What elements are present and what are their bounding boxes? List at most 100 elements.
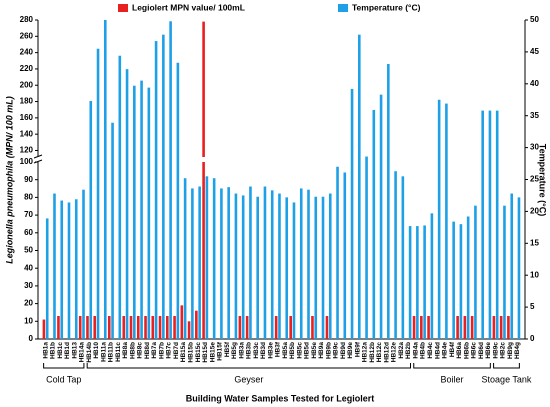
bar-part — [202, 162, 205, 339]
bar — [107, 315, 111, 339]
x-tick-label: HB14a — [79, 342, 86, 363]
x-tick-label: HB6e — [485, 342, 492, 359]
x-tick-label: HB1a — [42, 342, 49, 359]
y-tick-label: 200 — [20, 80, 34, 89]
bar — [495, 110, 499, 339]
bar — [412, 315, 416, 339]
bar — [481, 110, 484, 339]
y-tick-label: 80 — [24, 193, 33, 202]
x-tick-label: HB15a — [180, 342, 187, 363]
bar — [459, 224, 463, 339]
bar — [507, 315, 510, 339]
x-tick-label: HB7c — [166, 342, 173, 359]
x-tick-label: HB9g — [507, 342, 514, 359]
bar — [452, 221, 455, 339]
x-tick-label: HB11b — [108, 342, 115, 362]
x-tick-label: HB4b — [420, 342, 427, 359]
bar — [42, 319, 46, 339]
bar — [220, 188, 223, 339]
bar — [394, 171, 397, 339]
bar — [227, 187, 230, 339]
bar — [289, 315, 292, 339]
x-tick-label: HB11a — [100, 342, 107, 362]
x-tick-label: HB10 — [93, 342, 100, 359]
bar — [205, 176, 209, 339]
bar — [336, 166, 339, 339]
group-bracket — [86, 363, 412, 369]
bar — [162, 34, 165, 339]
bar — [198, 186, 201, 339]
bar — [78, 315, 82, 339]
x-tick-label: HB12b — [369, 342, 376, 363]
bar — [408, 226, 412, 339]
x-tick-label: HB9f — [354, 341, 361, 357]
bar — [510, 193, 514, 339]
bar — [133, 85, 136, 340]
y-tick-label: 120 — [20, 146, 34, 155]
bar — [466, 216, 470, 339]
bar — [129, 315, 133, 339]
bar — [74, 199, 78, 339]
x-tick-label: HB7a — [151, 342, 158, 359]
bar — [474, 205, 477, 339]
bar — [307, 189, 310, 339]
x-tick-label: HB3e — [267, 342, 274, 359]
x-tick-label: HB5f — [224, 341, 231, 357]
x-tick-label: HB5g — [231, 342, 238, 359]
bar-part — [202, 21, 205, 158]
bar — [437, 99, 441, 339]
y2-tick-label: 25 — [530, 175, 539, 184]
bar — [358, 34, 361, 339]
bar — [169, 21, 172, 339]
y2-tick-label: 50 — [530, 15, 539, 24]
y-tick-label: 20 — [24, 299, 33, 308]
bar — [180, 305, 184, 339]
bar — [492, 315, 496, 339]
x-tick-label: HB2b — [405, 342, 412, 359]
y2-tick-label: 35 — [530, 111, 539, 120]
bar — [416, 226, 419, 339]
bar — [285, 197, 289, 339]
x-tick-label: HB4d — [434, 342, 441, 359]
bar — [278, 193, 281, 339]
x-tick-label: HB7d — [173, 342, 180, 359]
bar — [60, 200, 64, 339]
bar — [463, 315, 467, 339]
x-tick-label: HB8a — [122, 342, 129, 359]
x-tick-label: HB9a — [318, 342, 325, 359]
bar — [328, 193, 332, 339]
x-tick-label: HB4e — [442, 342, 449, 359]
bar — [420, 315, 423, 339]
bar — [118, 55, 122, 340]
x-tick-label: HB3a — [238, 342, 245, 359]
y2-tick-label: 15 — [530, 238, 539, 247]
bar — [274, 315, 278, 339]
bar — [314, 196, 318, 339]
bar — [166, 315, 169, 339]
x-tick-label: HB6d — [478, 342, 485, 359]
y-tick-label: 180 — [20, 97, 34, 106]
x-tick-label: HB9e — [347, 342, 354, 359]
y2-tick-label: 30 — [530, 143, 539, 152]
bar — [136, 315, 140, 339]
x-tick-label: HB7b — [158, 342, 165, 359]
x-tick-label: HB1b — [50, 342, 57, 359]
bar — [517, 197, 521, 339]
bar — [140, 80, 143, 340]
y-tick-label: 280 — [20, 15, 34, 24]
group-bracket — [493, 363, 520, 369]
bar — [96, 48, 100, 340]
bar — [321, 196, 325, 339]
x-tick-label: HB1c — [57, 342, 64, 359]
group-label: Cold Tap — [46, 374, 81, 384]
bar — [202, 21, 205, 339]
bar — [503, 205, 506, 339]
group-bracket — [413, 363, 491, 369]
group-label: Stoage Tank — [482, 374, 532, 384]
bar — [241, 195, 245, 339]
x-tick-label: HB15c — [195, 342, 202, 363]
y-tick-label: 30 — [24, 281, 33, 290]
bar — [212, 178, 216, 339]
bar — [86, 315, 89, 339]
